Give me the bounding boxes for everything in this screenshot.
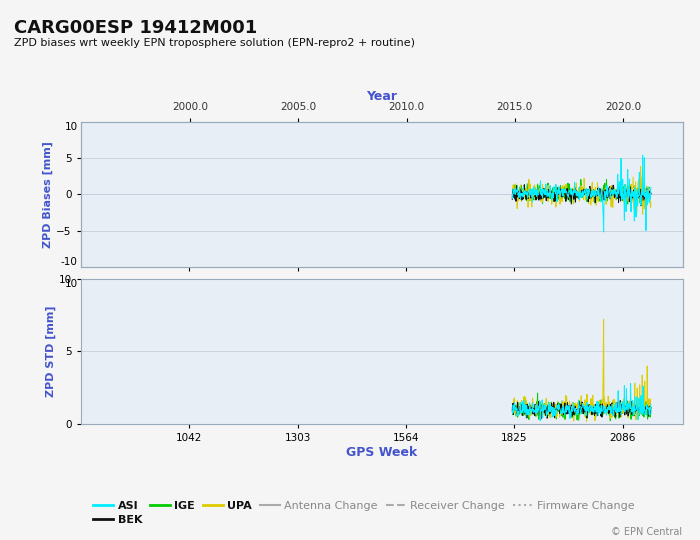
Text: © EPN Central: © EPN Central <box>611 527 682 537</box>
X-axis label: GPS Week: GPS Week <box>346 446 417 458</box>
Text: 10: 10 <box>64 122 78 132</box>
Text: -10: -10 <box>61 257 78 267</box>
Y-axis label: ZPD STD [mm]: ZPD STD [mm] <box>46 306 55 397</box>
Text: 10: 10 <box>64 279 78 288</box>
Text: CARG00ESP 19412M001: CARG00ESP 19412M001 <box>14 19 258 37</box>
Legend: ASI, BEK, IGE, UPA, Antenna Change, Receiver Change, Firmware Change: ASI, BEK, IGE, UPA, Antenna Change, Rece… <box>89 497 639 529</box>
Y-axis label: ZPD Biases [mm]: ZPD Biases [mm] <box>43 141 53 248</box>
Text: ZPD biases wrt weekly EPN troposphere solution (EPN-repro2 + routine): ZPD biases wrt weekly EPN troposphere so… <box>14 38 415 48</box>
X-axis label: Year: Year <box>366 90 397 103</box>
